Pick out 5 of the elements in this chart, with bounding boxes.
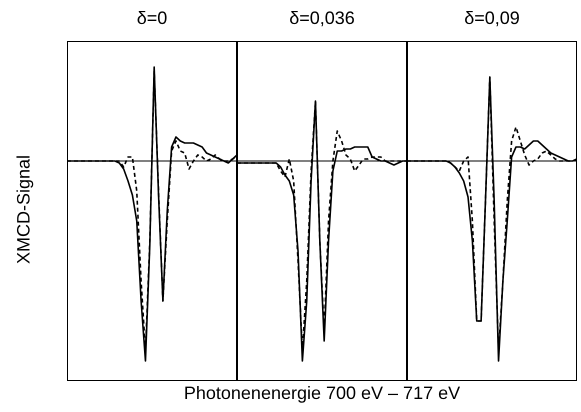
y-axis-title: XMCD-Signal [14,154,34,266]
chart-title: δ=0,09 [463,8,521,29]
chart-title: δ=0,036 [288,8,356,29]
chart-title: δ=0 [136,8,168,29]
x-axis-title: Photonenenergie 700 eV – 717 eV [182,383,462,404]
